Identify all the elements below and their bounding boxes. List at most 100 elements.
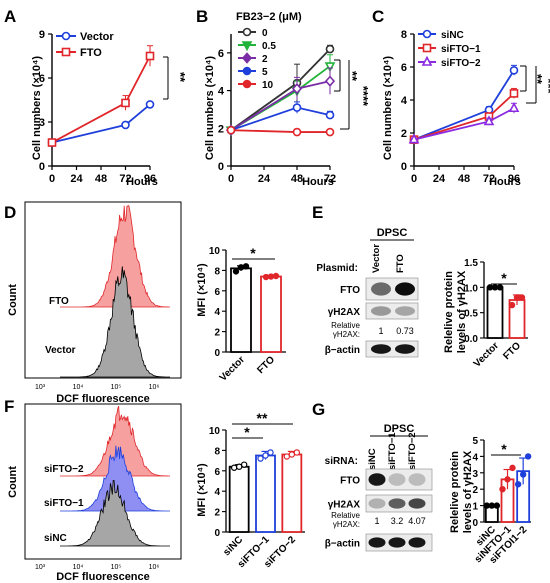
y-tick-label: 5	[472, 436, 478, 447]
x-tick-label: FTO	[501, 340, 523, 362]
legend-marker	[422, 43, 432, 53]
blot-band	[388, 537, 406, 548]
y-tick-label: 6	[218, 48, 224, 60]
y-tick-label: 1	[472, 502, 478, 513]
panel-a-legend: Vector FTO	[56, 31, 114, 59]
blot-header: DPSC	[377, 227, 408, 239]
series-line-2	[230, 80, 331, 131]
legend-label: 0	[262, 28, 268, 39]
panel-g-bar-ylabel-2: levels of γH2AX	[462, 450, 474, 533]
y-tick-label: 6	[401, 62, 407, 74]
bar-siNC	[228, 465, 250, 533]
panel-b-legend: 0 0.5 2 5 10	[238, 27, 276, 91]
x-tick-label: 10⁶	[149, 384, 160, 391]
y-tick-label: 2	[214, 328, 220, 339]
panel-d-histogram: FTO Vector Count DCF fluorescence 10³ 10⁴…	[7, 201, 182, 405]
x-tick-label: 10⁴	[73, 384, 84, 391]
blot-band	[368, 537, 386, 548]
data-point	[483, 115, 495, 126]
data-point	[145, 51, 155, 61]
blot-relative-label: Relative	[331, 511, 360, 520]
y-tick-label: 2	[218, 123, 224, 135]
x-tick-label: 10⁵	[111, 384, 122, 391]
data-point	[257, 455, 264, 462]
blot-strip	[365, 302, 419, 320]
data-point	[509, 464, 516, 472]
panel-g-blot: DPSC siRNA: siNC siFTO−1 siFTO−2 FTO γH2AX β−ac…	[325, 423, 433, 552]
series-line-siNC	[413, 69, 515, 141]
blot-band	[395, 306, 415, 316]
blot-relative-value: 1	[374, 516, 379, 526]
blot-band	[371, 306, 391, 316]
legend-label: 0.5	[262, 41, 276, 52]
blot-row-name: γH2AX	[328, 500, 361, 511]
panel-g-bar-sig: *	[501, 441, 507, 457]
blot-band	[371, 344, 391, 354]
data-point	[509, 89, 519, 98]
y-tick-label: 6	[214, 287, 220, 298]
y-tick-label: 10	[209, 246, 221, 257]
series-line-Vector	[51, 103, 151, 144]
blot-band	[368, 473, 386, 486]
panel-b-legend-title: FB23−2 (μM)	[236, 11, 302, 23]
blot-relative-value: 1	[378, 326, 383, 336]
histogram-sinc	[60, 479, 170, 547]
bar-siFTO−2	[281, 453, 303, 533]
data-point	[519, 471, 527, 478]
y-tick-label: 0	[39, 161, 45, 173]
hist-f-label-sifto-1: siFTO−1	[44, 498, 84, 509]
x-tick-label: 10⁴	[73, 564, 84, 571]
data-point	[504, 476, 511, 483]
x-tick-label: 10⁵	[111, 564, 122, 571]
data-point	[237, 264, 245, 271]
panel-b-ylabel: Cell numbers (×10⁴)	[204, 56, 216, 161]
x-tick-label: 48	[458, 173, 470, 185]
data-point	[226, 125, 236, 135]
legend-label: 10	[262, 80, 274, 91]
data-point	[518, 294, 526, 301]
x-tick-label: 48	[291, 173, 303, 185]
histogram-sifto-1	[60, 445, 170, 512]
panel-g-bar-ylabel-1: Relelive protein	[449, 451, 461, 533]
x-tick-label: FTO	[255, 354, 277, 376]
blot-lane-label: siNC	[367, 448, 378, 470]
y-tick-label: 4	[218, 86, 225, 98]
y-tick-label: 8	[214, 266, 220, 277]
y-tick-label: 8	[214, 446, 220, 457]
y-tick-label: 0	[472, 518, 478, 529]
data-point	[121, 120, 130, 130]
blot-relative-label: γH2AX:	[333, 330, 360, 339]
data-point	[524, 453, 532, 460]
blot-relative-label: Relative	[331, 321, 360, 330]
blot-band	[395, 282, 415, 296]
blot-band	[368, 498, 386, 509]
bar-Vector	[230, 267, 252, 353]
x-tick-label: 24	[258, 173, 271, 185]
panel-e-bar-ylabel-2: levels of γH2AX	[456, 270, 468, 353]
panel-letter-b: B	[196, 7, 208, 26]
data-point	[47, 138, 57, 147]
x-tick-label: 0	[411, 173, 417, 185]
y-tick-label: 3	[472, 469, 478, 480]
bar-FTO	[260, 275, 282, 353]
data-point	[325, 110, 335, 120]
legend-label: siFTO−1	[441, 44, 481, 55]
y-tick-label: 2	[401, 128, 407, 140]
blot-band	[388, 498, 406, 509]
panel-c-legend: siNC siFTO−1 siFTO−2	[418, 29, 481, 69]
data-point	[272, 272, 280, 280]
data-point	[324, 75, 336, 87]
panel-e-blot: DPSC Plasmid: Vector FTO FTO γH2AX β−actin Rela…	[316, 227, 419, 358]
legend-marker	[242, 66, 252, 76]
panel-letter-e: E	[312, 203, 323, 222]
data-point	[509, 66, 519, 75]
panel-d-bar-ylabel: MFI (×10⁴)	[196, 263, 208, 317]
panel-b-sig-1: **	[345, 71, 360, 82]
y-tick-label: 1.0	[464, 283, 478, 294]
series-line-FTO	[51, 55, 151, 144]
histogram-sifto-2	[60, 406, 170, 477]
hist-d-label-vector: Vector	[45, 345, 76, 356]
y-tick-label: 0	[214, 348, 220, 359]
data-point	[325, 44, 335, 54]
